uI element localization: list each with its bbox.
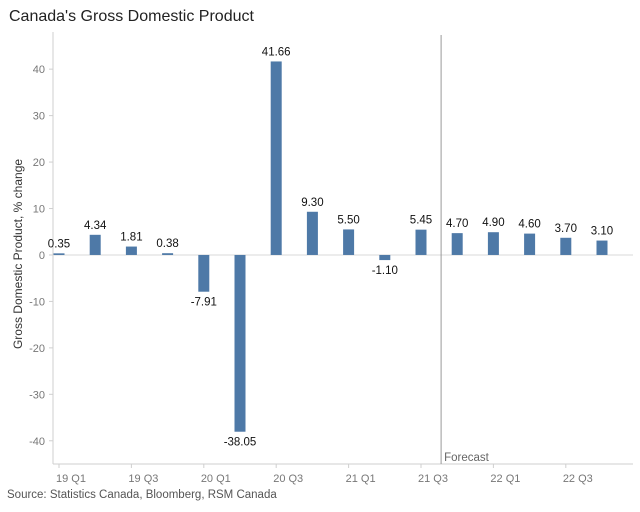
y-axis-title: Gross Domestic Product, % change <box>11 159 25 349</box>
x-tick-label: 19 Q3 <box>128 473 158 485</box>
bar-data-label: 3.70 <box>555 223 577 235</box>
bar <box>89 234 101 255</box>
data-labels: 0.35 4.34 1.81 0.38 -7.91 -38.05 41.66 9.30 5.50… <box>48 46 613 448</box>
bar-data-label: 0.35 <box>48 238 70 250</box>
bar <box>379 254 391 261</box>
bar <box>125 246 137 255</box>
y-tick-label: -10 <box>29 296 45 308</box>
forecast-annotation: Forecast <box>440 35 490 464</box>
bar-data-label: 4.34 <box>84 220 107 232</box>
bar <box>306 211 318 255</box>
y-tick-label: 20 <box>33 157 45 169</box>
bar <box>524 233 536 255</box>
bar <box>270 61 282 255</box>
bar-data-label: 0.38 <box>156 238 178 250</box>
x-tick-label: 22 Q3 <box>563 473 593 485</box>
bar-data-label: 1.81 <box>120 232 142 244</box>
bar <box>487 232 499 255</box>
chart-title: Canada's Gross Domestic Product <box>9 8 254 25</box>
bar <box>53 253 65 255</box>
y-axis-ticks: -40 -30 -20 -10 0 10 20 30 40 <box>29 64 53 448</box>
y-tick-label: -30 <box>29 389 45 401</box>
bar-data-label: 5.45 <box>410 215 432 227</box>
bar <box>162 253 174 255</box>
source-note: Source: Statistics Canada, Bloomberg, RS… <box>7 489 277 501</box>
bar-data-label: 9.30 <box>301 197 323 209</box>
bar-data-label: -1.10 <box>372 265 398 277</box>
bar-data-label: 41.66 <box>262 46 291 58</box>
bar-series <box>53 61 608 432</box>
bar <box>234 254 246 432</box>
bar-data-label: -7.91 <box>191 297 217 309</box>
y-tick-label: 40 <box>33 64 45 76</box>
y-tick-label: -20 <box>29 343 45 355</box>
bar <box>560 237 572 255</box>
y-tick-label: 10 <box>33 204 45 216</box>
x-tick-label: 21 Q3 <box>418 473 448 485</box>
bar <box>451 233 463 255</box>
bar-data-label: -38.05 <box>224 437 257 449</box>
plot-frame <box>52 32 633 465</box>
x-tick-label: 20 Q1 <box>201 473 231 485</box>
x-tick-label: 22 Q1 <box>490 473 520 485</box>
y-tick-label: 0 <box>39 250 45 262</box>
bar <box>198 254 210 292</box>
x-tick-label: 19 Q1 <box>56 473 86 485</box>
bar-data-label: 3.10 <box>591 226 613 238</box>
bar-data-label: 4.90 <box>482 217 504 229</box>
bar <box>343 229 355 255</box>
y-tick-label: -40 <box>29 436 45 448</box>
forecast-label: Forecast <box>444 452 490 464</box>
bar-data-label: 4.70 <box>446 218 468 230</box>
bar <box>415 229 427 255</box>
bar-data-label: 5.50 <box>337 214 359 226</box>
x-axis-ticks: 19 Q1 19 Q3 20 Q1 20 Q3 21 Q1 21 Q3 22 Q1 22 Q3 <box>56 464 593 485</box>
x-tick-label: 20 Q3 <box>273 473 303 485</box>
y-tick-label: 30 <box>33 111 45 123</box>
x-tick-label: 21 Q1 <box>346 473 376 485</box>
bar-data-label: 4.60 <box>518 219 540 231</box>
bar <box>596 240 608 255</box>
